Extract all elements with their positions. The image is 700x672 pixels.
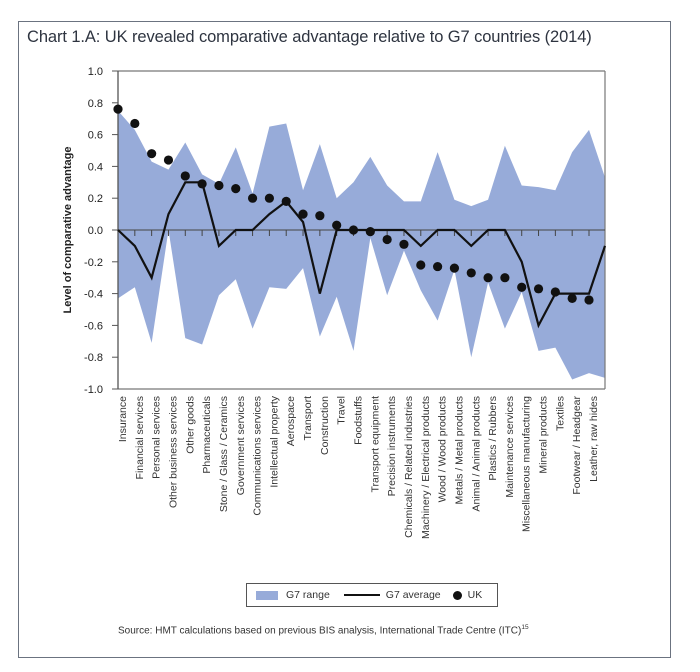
x-category-label: Metals / Metal products — [453, 396, 465, 505]
x-category-label: Stone / Glass / Ceramics — [218, 396, 230, 512]
uk-data-point — [584, 295, 594, 305]
x-category-label: Construction — [319, 396, 331, 455]
uk-data-point — [315, 211, 325, 221]
x-category-label: Government services — [235, 396, 247, 495]
y-tick-label: -0.2 — [84, 257, 103, 269]
x-category-label: Travel — [336, 396, 348, 425]
x-category-label: Communications services — [252, 396, 264, 516]
y-tick-label: 0.8 — [88, 98, 103, 110]
uk-data-point — [130, 118, 140, 129]
x-category-label: Pharmaceuticals — [201, 396, 213, 474]
x-category-label: Wood / Wood products — [437, 396, 449, 502]
x-category-label: Footwear / Headgear — [571, 395, 583, 494]
uk-data-point — [180, 171, 190, 181]
x-category-label: Animal / Animal products — [470, 396, 482, 512]
x-category-label: Chemicals / Related industries — [403, 396, 415, 538]
g7-range-band — [118, 110, 605, 380]
uk-data-point — [264, 193, 274, 203]
legend-range-swatch — [256, 590, 278, 600]
y-tick-label: 0.6 — [88, 130, 103, 142]
x-category-label: Plastics / Rubbers — [487, 396, 499, 481]
y-tick-label: 0.4 — [88, 161, 103, 173]
y-tick-label: 1.0 — [88, 66, 103, 78]
y-axis-label: Level of comparative advantage — [62, 147, 74, 314]
legend-average-line — [343, 594, 380, 596]
uk-data-point — [567, 293, 577, 303]
legend-range-label: G7 range — [286, 589, 330, 601]
x-category-label: Insurance — [117, 396, 129, 442]
uk-data-point — [231, 184, 241, 194]
uk-data-point — [348, 225, 359, 235]
x-category-label: Transport equipment — [369, 396, 381, 493]
uk-data-point — [382, 234, 392, 245]
source-footnote: 15 — [521, 624, 529, 631]
uk-data-point — [533, 284, 544, 294]
x-category-label: Transport — [302, 396, 314, 441]
y-tick-label: -1.0 — [84, 384, 103, 396]
x-category-label: Intellectual property — [268, 395, 280, 487]
uk-data-point — [281, 196, 291, 206]
x-category-label: Miscellaneous manufacturing — [521, 396, 533, 532]
x-category-label: Personal services — [151, 396, 163, 479]
uk-data-point — [247, 193, 258, 203]
legend: G7 range G7 average UK — [246, 583, 498, 607]
uk-data-point — [147, 149, 157, 159]
y-tick-label: 0.0 — [88, 225, 103, 237]
uk-data-point — [197, 179, 207, 189]
source-note: Source: HMT calculations based on previo… — [118, 624, 529, 636]
uk-data-point — [449, 263, 460, 273]
uk-data-point — [433, 261, 443, 272]
uk-data-point — [399, 239, 409, 249]
legend-uk-dot — [452, 590, 462, 600]
source-text: Source: HMT calculations based on previo… — [118, 625, 522, 637]
x-category-label: Other business services — [167, 396, 179, 508]
x-category-label: Aerospace — [285, 396, 297, 446]
x-category-label: Foodstuffs — [353, 396, 365, 445]
uk-data-point — [365, 226, 375, 237]
x-category-label: Maintenance services — [504, 396, 516, 498]
uk-data-point — [113, 104, 123, 114]
y-tick-label: 0.2 — [88, 193, 103, 205]
legend-average-label: G7 average — [385, 589, 441, 601]
x-category-label: Machinery / Electrical products — [420, 396, 432, 539]
uk-data-point — [517, 282, 527, 292]
chart-title: Chart 1.A: UK revealed comparative advan… — [27, 28, 592, 46]
uk-data-point — [416, 260, 426, 270]
uk-data-point — [214, 180, 224, 191]
uk-data-point — [466, 268, 476, 278]
uk-data-point — [483, 273, 493, 283]
x-category-label: Leather, raw hides — [588, 396, 600, 482]
uk-data-point — [500, 273, 510, 283]
x-category-label: Textiles — [554, 396, 566, 431]
uk-data-point — [298, 209, 308, 219]
x-category-label: Financial services — [134, 396, 146, 479]
legend-uk-label: UK — [467, 589, 483, 601]
uk-data-point — [332, 220, 342, 230]
x-category-label: Precision instruments — [386, 396, 398, 496]
y-tick-label: -0.6 — [84, 320, 103, 332]
uk-data-point — [163, 155, 174, 165]
y-tick-label: -0.4 — [84, 289, 103, 301]
uk-data-point — [550, 287, 560, 297]
y-tick-label: -0.8 — [84, 352, 103, 364]
x-category-label: Other goods — [184, 396, 196, 454]
x-category-label: Mineral products — [538, 396, 550, 474]
